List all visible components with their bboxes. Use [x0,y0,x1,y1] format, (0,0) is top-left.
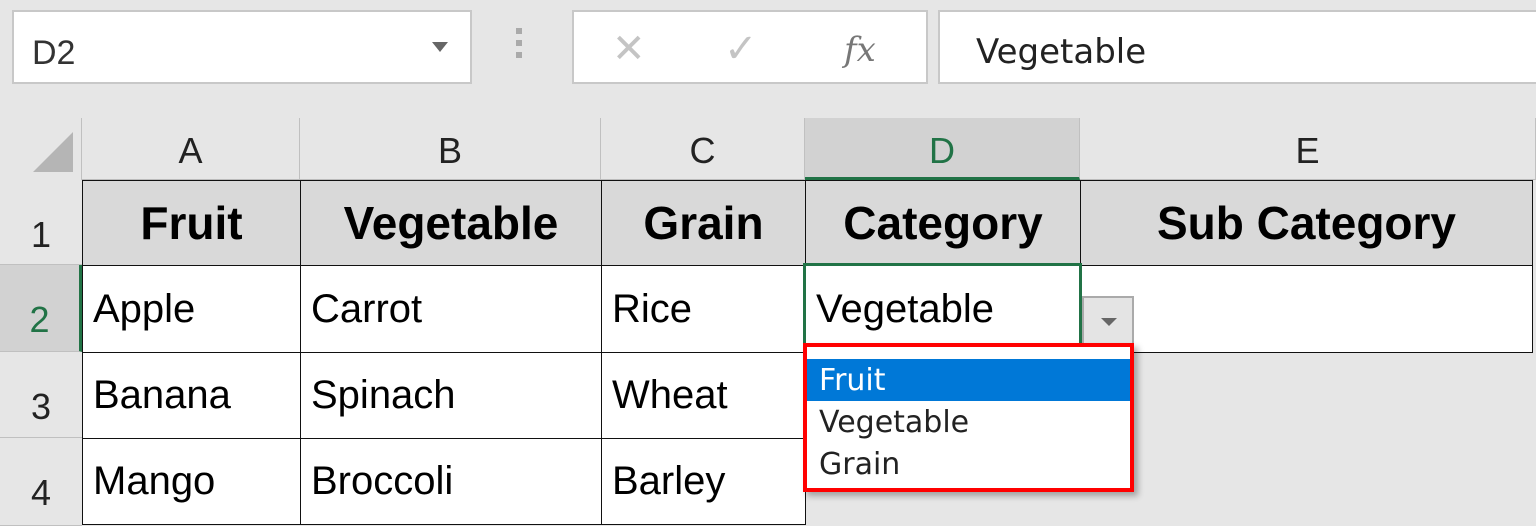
column-header-e[interactable]: E [1080,118,1536,180]
column-header-b[interactable]: B [300,118,601,180]
row-header-4[interactable]: 4 [0,438,82,526]
row-header-2[interactable]: 2 [0,265,82,352]
cell-a1[interactable]: Fruit [82,180,301,266]
cell-e1[interactable]: Sub Category [1080,180,1533,266]
select-all-button[interactable] [0,118,82,180]
cell-b4[interactable]: Broccoli [300,438,602,525]
cell-a2[interactable]: Apple [82,265,301,353]
enter-icon[interactable]: ✓ [724,27,758,71]
row-header-1[interactable]: 1 [0,180,82,265]
chevron-down-icon[interactable] [432,42,448,52]
cell-c2[interactable]: Rice [601,265,806,353]
cell-b2[interactable]: Carrot [300,265,602,353]
cell-d1[interactable]: Category [805,180,1081,266]
name-box[interactable]: D2 [12,10,472,84]
dropdown-option-fruit[interactable]: Fruit [807,359,1130,401]
cell-b3[interactable]: Spinach [300,352,602,439]
grip-handle[interactable] [516,28,522,64]
formula-input[interactable]: Vegetable [938,10,1536,84]
cancel-icon[interactable]: ✕ [612,27,646,71]
name-box-value: D2 [32,34,76,72]
column-header-d[interactable]: D [805,118,1080,180]
select-all-icon [33,132,73,172]
cell-b1[interactable]: Vegetable [300,180,602,266]
cell-e2[interactable] [1080,265,1533,353]
cell-a3[interactable]: Banana [82,352,301,439]
column-header-a[interactable]: A [82,118,300,180]
cell-c4[interactable]: Barley [601,438,806,525]
dropdown-option-vegetable[interactable]: Vegetable [819,405,970,440]
cell-c3[interactable]: Wheat [601,352,806,439]
column-header-c[interactable]: C [601,118,805,180]
dropdown-option-grain[interactable]: Grain [819,447,901,482]
cell-a4[interactable]: Mango [82,438,301,525]
cell-d2[interactable]: Vegetable [805,265,1081,353]
fx-icon[interactable]: fx [844,30,876,70]
cell-c1[interactable]: Grain [601,180,806,266]
formula-buttons: ✕ ✓ fx [572,10,928,84]
row-header-3[interactable]: 3 [0,352,82,438]
validation-dropdown-list: Fruit Vegetable Grain [803,343,1134,492]
validation-dropdown-button[interactable] [1082,296,1134,346]
chevron-down-icon [1101,318,1117,326]
